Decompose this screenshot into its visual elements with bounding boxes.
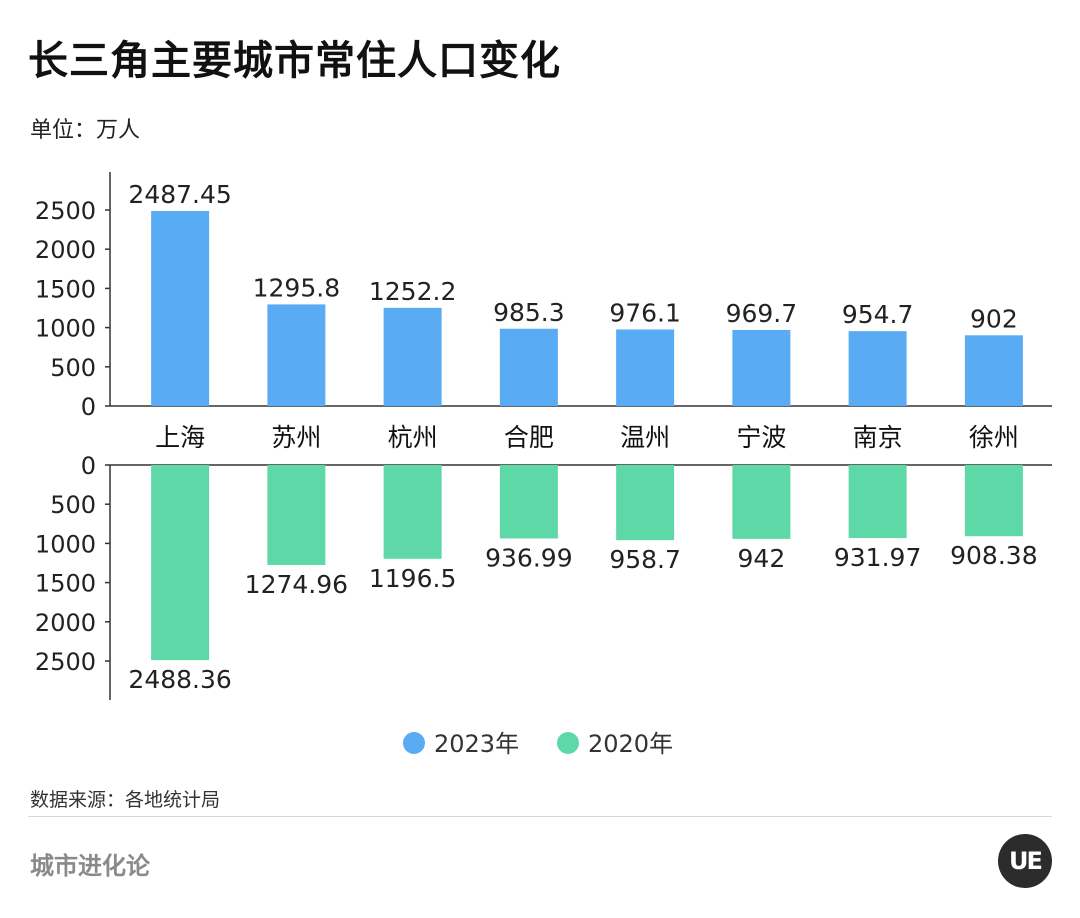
category-label: 南京 bbox=[853, 423, 903, 452]
category-label: 苏州 bbox=[271, 423, 321, 452]
y-tick-label-lower: 1000 bbox=[35, 530, 96, 558]
bar-2020年 bbox=[964, 465, 1023, 537]
data-label-2020年: 908.38 bbox=[950, 541, 1037, 570]
data-label-2020年: 2488.36 bbox=[128, 665, 231, 694]
y-tick-label-upper: 2000 bbox=[35, 236, 96, 264]
data-label-2023年: 1295.8 bbox=[253, 273, 340, 302]
category-label: 上海 bbox=[155, 423, 205, 452]
data-label-2023年: 954.7 bbox=[842, 300, 914, 329]
data-label-2023年: 976.1 bbox=[609, 298, 681, 327]
bar-2020年 bbox=[732, 465, 791, 539]
brand-logo-icon: UE bbox=[998, 834, 1052, 888]
bar-2020年 bbox=[267, 465, 326, 565]
y-tick-label-upper: 1500 bbox=[35, 275, 96, 303]
y-tick-label-upper: 500 bbox=[50, 354, 96, 382]
bar-2020年 bbox=[499, 465, 558, 539]
bar-2023年 bbox=[151, 210, 210, 406]
category-label: 合肥 bbox=[504, 423, 554, 452]
bar-2023年 bbox=[267, 304, 326, 406]
data-label-2020年: 958.7 bbox=[609, 545, 681, 574]
legend-label: 2020年 bbox=[588, 730, 673, 758]
y-tick-label-lower: 0 bbox=[81, 452, 96, 480]
bar-2023年 bbox=[848, 331, 907, 406]
data-label-2020年: 936.99 bbox=[485, 543, 572, 572]
bar-2023年 bbox=[964, 335, 1023, 406]
data-label-2020年: 931.97 bbox=[834, 543, 921, 572]
data-label-2023年: 902 bbox=[970, 304, 1018, 333]
chart-title: 长三角主要城市常住人口变化 bbox=[28, 38, 561, 84]
legend-marker bbox=[557, 732, 579, 754]
bar-2020年 bbox=[848, 465, 907, 539]
data-label-2023年: 2487.45 bbox=[128, 180, 231, 209]
divider bbox=[28, 816, 1052, 817]
data-label-2023年: 985.3 bbox=[493, 298, 565, 327]
data-label-2020年: 1274.96 bbox=[245, 570, 348, 599]
unit-label: 单位：万人 bbox=[30, 118, 141, 143]
y-tick-label-upper: 2500 bbox=[35, 197, 96, 225]
y-tick-label-upper: 1000 bbox=[35, 315, 96, 343]
bar-2023年 bbox=[383, 307, 442, 406]
category-label: 宁波 bbox=[736, 423, 786, 452]
y-tick-label-lower: 1500 bbox=[35, 570, 96, 598]
bar-2020年 bbox=[151, 465, 210, 661]
source-note: 数据来源：各地统计局 bbox=[30, 789, 221, 811]
y-tick-label-upper: 0 bbox=[81, 393, 96, 421]
category-label: 温州 bbox=[620, 423, 670, 452]
bar-2020年 bbox=[383, 465, 442, 559]
data-label-2020年: 1196.5 bbox=[369, 564, 456, 593]
bar-2023年 bbox=[732, 329, 791, 406]
category-label: 徐州 bbox=[969, 423, 1019, 452]
legend-marker bbox=[403, 732, 425, 754]
brand-name: 城市进化论 bbox=[30, 852, 150, 880]
legend-label: 2023年 bbox=[434, 730, 519, 758]
bar-2020年 bbox=[616, 465, 675, 541]
category-label: 杭州 bbox=[388, 423, 438, 452]
bar-chart: 0 0 500 500 1000 1000 1500 1500 2000 2000 2500 2500… bbox=[35, 172, 1052, 758]
y-tick-label-lower: 2000 bbox=[35, 609, 96, 637]
y-tick-label-lower: 2500 bbox=[35, 648, 96, 676]
y-tick-label-lower: 500 bbox=[50, 491, 96, 519]
bar-2023年 bbox=[616, 329, 675, 406]
bar-2023年 bbox=[499, 328, 558, 406]
data-label-2020年: 942 bbox=[738, 544, 786, 573]
data-label-2023年: 1252.2 bbox=[369, 277, 456, 306]
data-label-2023年: 969.7 bbox=[726, 299, 798, 328]
